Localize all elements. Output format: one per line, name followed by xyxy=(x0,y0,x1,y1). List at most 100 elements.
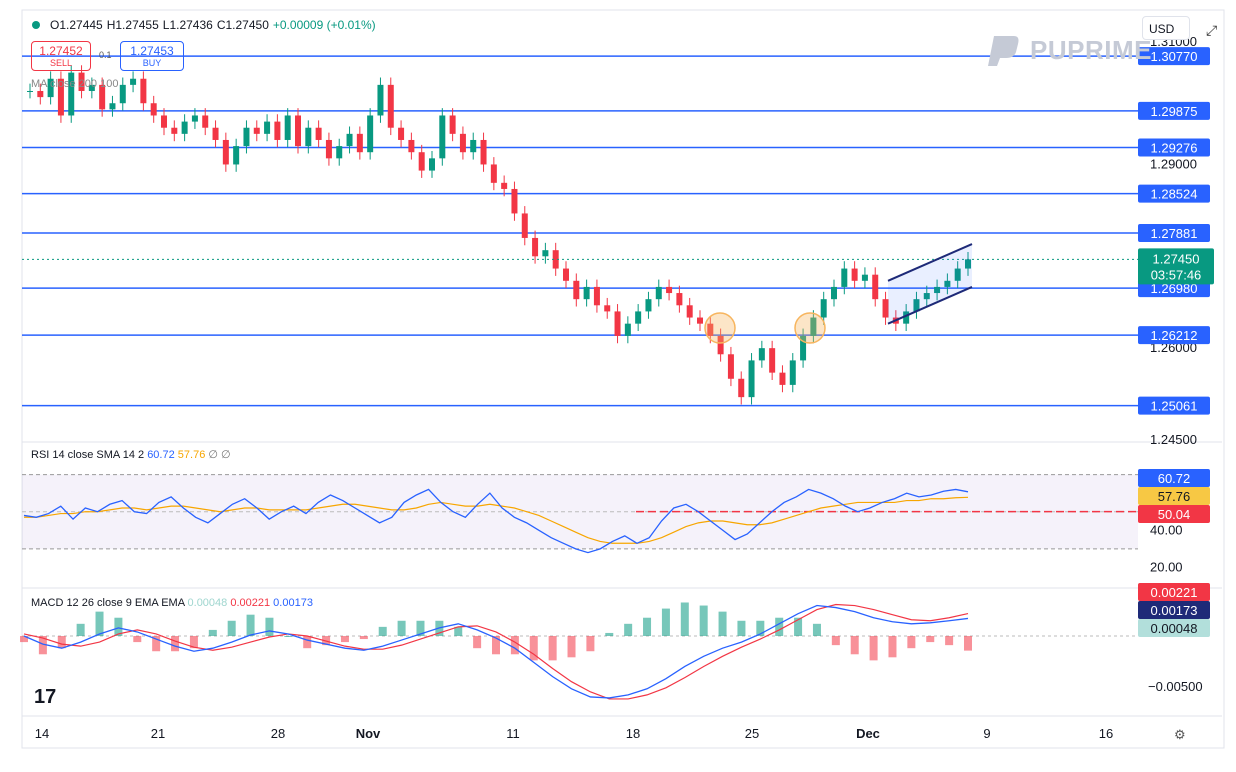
ohlc-header: O1.27445 H1.27455 L1.27436 C1.27450 +0.0… xyxy=(32,18,376,32)
level-label-bg xyxy=(1138,223,1210,242)
macd-hist-bar xyxy=(812,623,821,636)
candle-body xyxy=(624,323,631,336)
countdown-label: 03:57:46 xyxy=(1151,267,1202,282)
candle-body xyxy=(831,286,837,300)
candle-body xyxy=(202,115,209,128)
candle-body xyxy=(707,323,714,336)
candle-body xyxy=(727,354,734,379)
x-tick-label: Nov xyxy=(356,726,381,741)
macd-hist-bar xyxy=(529,636,538,661)
level-label: 1.26980 xyxy=(1151,281,1198,296)
macd-hist-bar xyxy=(416,620,425,636)
settings-icon[interactable]: ⚙ xyxy=(1174,727,1186,742)
candle-body xyxy=(851,268,858,281)
level-label-bg xyxy=(1138,184,1210,203)
candle-body xyxy=(171,127,178,134)
candle-body xyxy=(923,293,930,300)
level-label: 1.25061 xyxy=(1151,399,1198,414)
rsi-value-label: 57.76 xyxy=(1158,489,1191,504)
candle-body xyxy=(161,115,167,128)
candle-body xyxy=(532,237,539,257)
channel-lower-line xyxy=(887,286,973,325)
rsi-legend[interactable]: RSI 14 close SMA 14 2 60.72 57.76 ∅ ∅ xyxy=(31,448,231,461)
candle-body xyxy=(191,115,198,122)
current-price-bg xyxy=(1138,248,1214,285)
sell-price: 1.27452 xyxy=(39,44,83,58)
rsi-header-tail: ∅ ∅ xyxy=(208,449,231,461)
level-label: 1.27881 xyxy=(1151,226,1198,241)
currency-selector[interactable]: USD xyxy=(1142,16,1190,40)
candle-body xyxy=(47,78,54,98)
macd-hist-bar xyxy=(95,611,104,636)
low-value: L1.27436 xyxy=(162,18,213,32)
macd-line xyxy=(23,604,969,699)
macd-hist-bar xyxy=(756,620,765,636)
candle-body xyxy=(944,280,951,287)
macd-hist-bar xyxy=(284,636,293,637)
candle-body xyxy=(614,311,621,336)
macd-hist-bar xyxy=(605,632,614,636)
candle-body xyxy=(697,317,703,324)
candle-body xyxy=(593,286,600,306)
tradingview-logo[interactable]: 17 xyxy=(34,686,57,708)
rsi-value-label-bg xyxy=(1138,469,1210,487)
macd-hist-bar xyxy=(246,614,255,636)
candle-body xyxy=(655,286,662,300)
candle-body xyxy=(253,127,260,134)
candle-body xyxy=(841,268,848,287)
ma-legend[interactable]: MA close 200 100 xyxy=(31,78,119,90)
macd-hist-bar xyxy=(208,629,217,636)
macd-signal-line xyxy=(23,603,969,700)
macd-hist-bar xyxy=(454,626,463,636)
macd-line-header: 0.00173 xyxy=(273,597,313,609)
macd-hist-bar xyxy=(661,608,670,636)
macd-hist-bar xyxy=(567,636,576,658)
macd-hist-bar xyxy=(510,636,519,655)
rsi-line xyxy=(23,488,969,554)
candle-body xyxy=(284,115,291,140)
sell-button[interactable]: 1.27452 SELL xyxy=(31,41,91,71)
rsi-value-label-bg xyxy=(1138,505,1210,523)
price-tick-label: 1.29000 xyxy=(1150,156,1197,171)
candle-body xyxy=(645,299,652,312)
macd-label: MACD 12 26 close 9 EMA EMA xyxy=(31,597,185,609)
buy-label: BUY xyxy=(142,58,162,68)
candle-body xyxy=(418,152,425,171)
candle-body xyxy=(490,164,497,183)
candle-body xyxy=(779,372,786,385)
chart-frame xyxy=(21,9,1225,749)
candle-body xyxy=(233,146,240,165)
candle-body xyxy=(140,78,147,104)
macd-hist-bar xyxy=(133,636,142,643)
candle-body xyxy=(57,78,64,116)
close-value: C1.27450 xyxy=(216,18,269,32)
rsi-tick-label: 20.00 xyxy=(1150,559,1183,574)
level-label: 1.30770 xyxy=(1151,49,1198,64)
macd-value-label-bg xyxy=(1138,583,1210,601)
candle-body xyxy=(150,103,157,116)
macd-hist-bar xyxy=(359,636,368,640)
macd-legend[interactable]: MACD 12 26 close 9 EMA EMA 0.00048 0.002… xyxy=(31,597,313,609)
buy-button[interactable]: 1.27453 BUY xyxy=(120,41,184,71)
macd-hist-bar xyxy=(907,636,916,649)
candle-body xyxy=(37,90,44,98)
macd-value-label: 0.00048 xyxy=(1151,621,1198,636)
level-label: 1.29875 xyxy=(1151,104,1198,119)
candle-body xyxy=(965,259,971,269)
expand-icon[interactable]: ⤢ xyxy=(1206,22,1218,38)
candle-body xyxy=(68,72,75,116)
candle-body xyxy=(511,188,518,214)
change-value: +0.00009 (+0.01%) xyxy=(272,18,376,32)
open-value: O1.27445 xyxy=(50,18,103,32)
macd-hist-bar xyxy=(114,617,123,636)
macd-hist-bar xyxy=(680,602,689,636)
channel-upper-line xyxy=(887,243,973,282)
candle-body xyxy=(470,139,477,153)
x-tick-label: 9 xyxy=(983,726,990,741)
macd-hist-bar xyxy=(831,636,840,646)
macd-hist-bar xyxy=(945,636,954,646)
candle-body xyxy=(789,360,796,385)
candle-body xyxy=(88,84,95,91)
candle-body xyxy=(305,127,312,147)
